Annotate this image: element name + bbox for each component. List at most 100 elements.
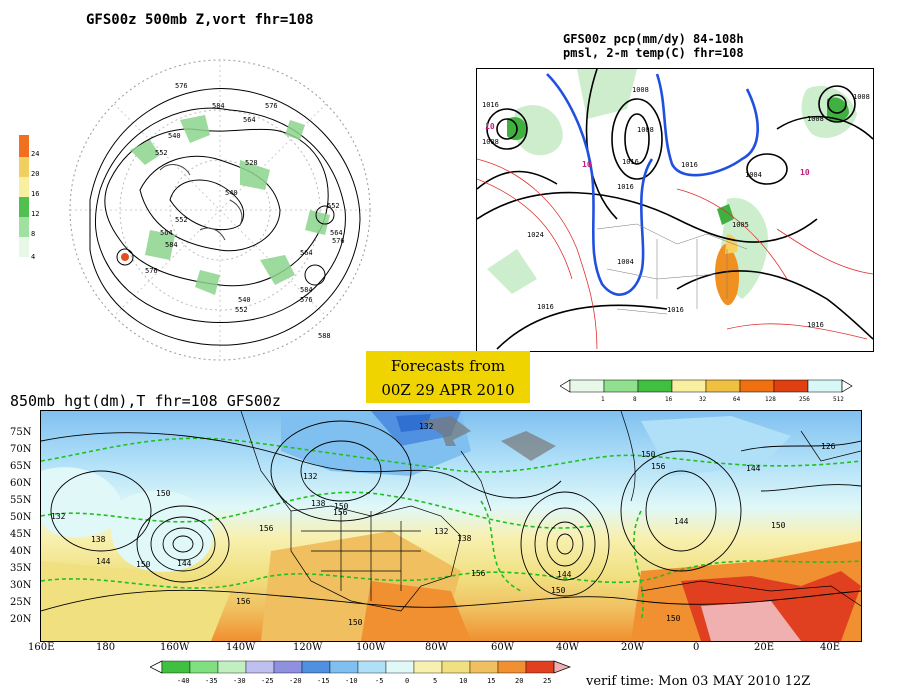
svg-text:150: 150 xyxy=(666,614,681,623)
temp-legend-label: 10 xyxy=(459,677,467,685)
svg-text:1016: 1016 xyxy=(617,183,634,191)
temp-legend-label: -30 xyxy=(233,677,246,685)
svg-text:156: 156 xyxy=(259,524,274,533)
svg-text:1008: 1008 xyxy=(853,93,870,101)
svg-text:584: 584 xyxy=(212,102,225,110)
svg-text:126: 126 xyxy=(821,442,836,451)
panel-500mb-polar-map: 576 584 576 564 540 552 528 540 552 564 … xyxy=(60,30,380,380)
temp-legend-label: -20 xyxy=(289,677,302,685)
lat-label: 50N xyxy=(10,512,32,523)
svg-text:540: 540 xyxy=(238,296,251,304)
vort-legend-label: 12 xyxy=(31,210,39,218)
pcp-legend-label: 8 xyxy=(633,396,637,403)
svg-text:564: 564 xyxy=(330,229,343,237)
lon-label: 180 xyxy=(96,642,116,653)
svg-text:552: 552 xyxy=(235,306,248,314)
contour-labels-850mb: 132 150 132 138 144 150 156 144 156 138 … xyxy=(51,422,836,627)
lat-label: 20N xyxy=(10,614,32,625)
temp-legend-label: 5 xyxy=(433,677,437,685)
lon-label: 20E xyxy=(754,642,775,653)
svg-text:1005: 1005 xyxy=(732,221,749,229)
svg-text:576: 576 xyxy=(175,82,188,90)
lat-label: 55N xyxy=(10,495,32,506)
svg-text:1004: 1004 xyxy=(745,171,762,179)
lon-label: 120W xyxy=(293,642,323,653)
forecast-banner: Forecasts from 00Z 29 APR 2010 xyxy=(366,351,530,403)
svg-text:584: 584 xyxy=(300,286,313,294)
lat-label: 30N xyxy=(10,580,32,591)
svg-text:576: 576 xyxy=(332,237,345,245)
vort-legend-label: 24 xyxy=(31,150,39,158)
temp-legend-label: -15 xyxy=(317,677,330,685)
temp-legend-label: 20 xyxy=(515,677,523,685)
svg-text:588: 588 xyxy=(318,332,331,340)
svg-text:132: 132 xyxy=(434,527,449,536)
temperature-legend: -40 -35 -30 -25 -20 -15 -10 -5 0 5 10 15… xyxy=(149,660,590,696)
svg-text:1016: 1016 xyxy=(482,101,499,109)
svg-text:528: 528 xyxy=(245,159,258,167)
svg-text:552: 552 xyxy=(175,216,188,224)
vort-legend-label: 8 xyxy=(31,230,35,238)
svg-text:540: 540 xyxy=(168,132,181,140)
longitude-axis: 160E 180 160W 140W 120W 100W 80W 60W 40W… xyxy=(0,642,900,658)
svg-text:138: 138 xyxy=(311,499,326,508)
contour-labels-pmsl: 1016 1008 1008 1008 1016 1016 1024 1016 … xyxy=(482,86,870,329)
svg-text:10: 10 xyxy=(582,160,592,169)
svg-text:150: 150 xyxy=(156,489,171,498)
svg-text:144: 144 xyxy=(674,517,689,526)
svg-text:144: 144 xyxy=(746,464,761,473)
svg-text:150: 150 xyxy=(551,586,566,595)
svg-text:150: 150 xyxy=(641,450,656,459)
svg-text:144: 144 xyxy=(557,570,572,579)
panel-precip-title-line1: GFS00z pcp(mm/dy) 84-108h xyxy=(563,32,744,46)
svg-text:138: 138 xyxy=(457,534,472,543)
svg-text:552: 552 xyxy=(327,202,340,210)
svg-text:150: 150 xyxy=(136,560,151,569)
svg-text:564: 564 xyxy=(160,229,173,237)
temp-legend-label: 25 xyxy=(543,677,551,685)
temp-legend-label: 0 xyxy=(405,677,409,685)
vort-legend-label: 4 xyxy=(31,253,35,261)
lon-label: 40E xyxy=(820,642,841,653)
lon-label: 160E xyxy=(28,642,55,653)
svg-text:1008: 1008 xyxy=(632,86,649,94)
svg-text:1004: 1004 xyxy=(617,258,634,266)
svg-text:132: 132 xyxy=(51,512,66,521)
lat-label: 25N xyxy=(10,597,32,608)
svg-text:10: 10 xyxy=(800,168,810,177)
svg-text:552: 552 xyxy=(155,149,168,157)
vort-legend-label: 16 xyxy=(31,190,39,198)
lon-label: 140W xyxy=(226,642,256,653)
svg-text:150: 150 xyxy=(334,502,349,511)
pcp-legend-label: 128 xyxy=(765,396,776,403)
svg-text:144: 144 xyxy=(96,557,111,566)
svg-text:1016: 1016 xyxy=(537,303,554,311)
verification-time: verif time: Mon 03 MAY 2010 12Z xyxy=(586,674,811,689)
lat-label: 70N xyxy=(10,444,32,455)
temp-legend-label: -25 xyxy=(261,677,274,685)
svg-text:1016: 1016 xyxy=(622,158,639,166)
temp-legend-label: -5 xyxy=(375,677,383,685)
svg-text:1008: 1008 xyxy=(807,115,824,123)
svg-text:156: 156 xyxy=(236,597,251,606)
svg-text:576: 576 xyxy=(300,296,313,304)
svg-text:564: 564 xyxy=(300,249,313,257)
svg-text:156: 156 xyxy=(333,508,348,517)
latitude-axis: 75N 70N 65N 60N 55N 50N 45N 40N 35N 30N … xyxy=(0,410,40,640)
lat-label: 35N xyxy=(10,563,32,574)
pcp-legend-label: 512 xyxy=(833,396,844,403)
svg-text:156: 156 xyxy=(471,569,486,578)
panel-500mb-title: GFS00z 500mb Z,vort fhr=108 xyxy=(86,12,314,28)
pcp-legend-label: 256 xyxy=(799,396,810,403)
svg-text:1016: 1016 xyxy=(667,306,684,314)
temp-legend-label: -35 xyxy=(205,677,218,685)
lon-label: 60W xyxy=(491,642,515,653)
svg-text:1008: 1008 xyxy=(637,126,654,134)
svg-text:150: 150 xyxy=(348,618,363,627)
forecast-banner-line1: Forecasts from xyxy=(390,357,506,375)
svg-text:144: 144 xyxy=(177,559,192,568)
svg-text:1016: 1016 xyxy=(807,321,824,329)
svg-text:138: 138 xyxy=(91,535,106,544)
svg-text:1024: 1024 xyxy=(527,231,544,239)
svg-text:584: 584 xyxy=(165,241,178,249)
